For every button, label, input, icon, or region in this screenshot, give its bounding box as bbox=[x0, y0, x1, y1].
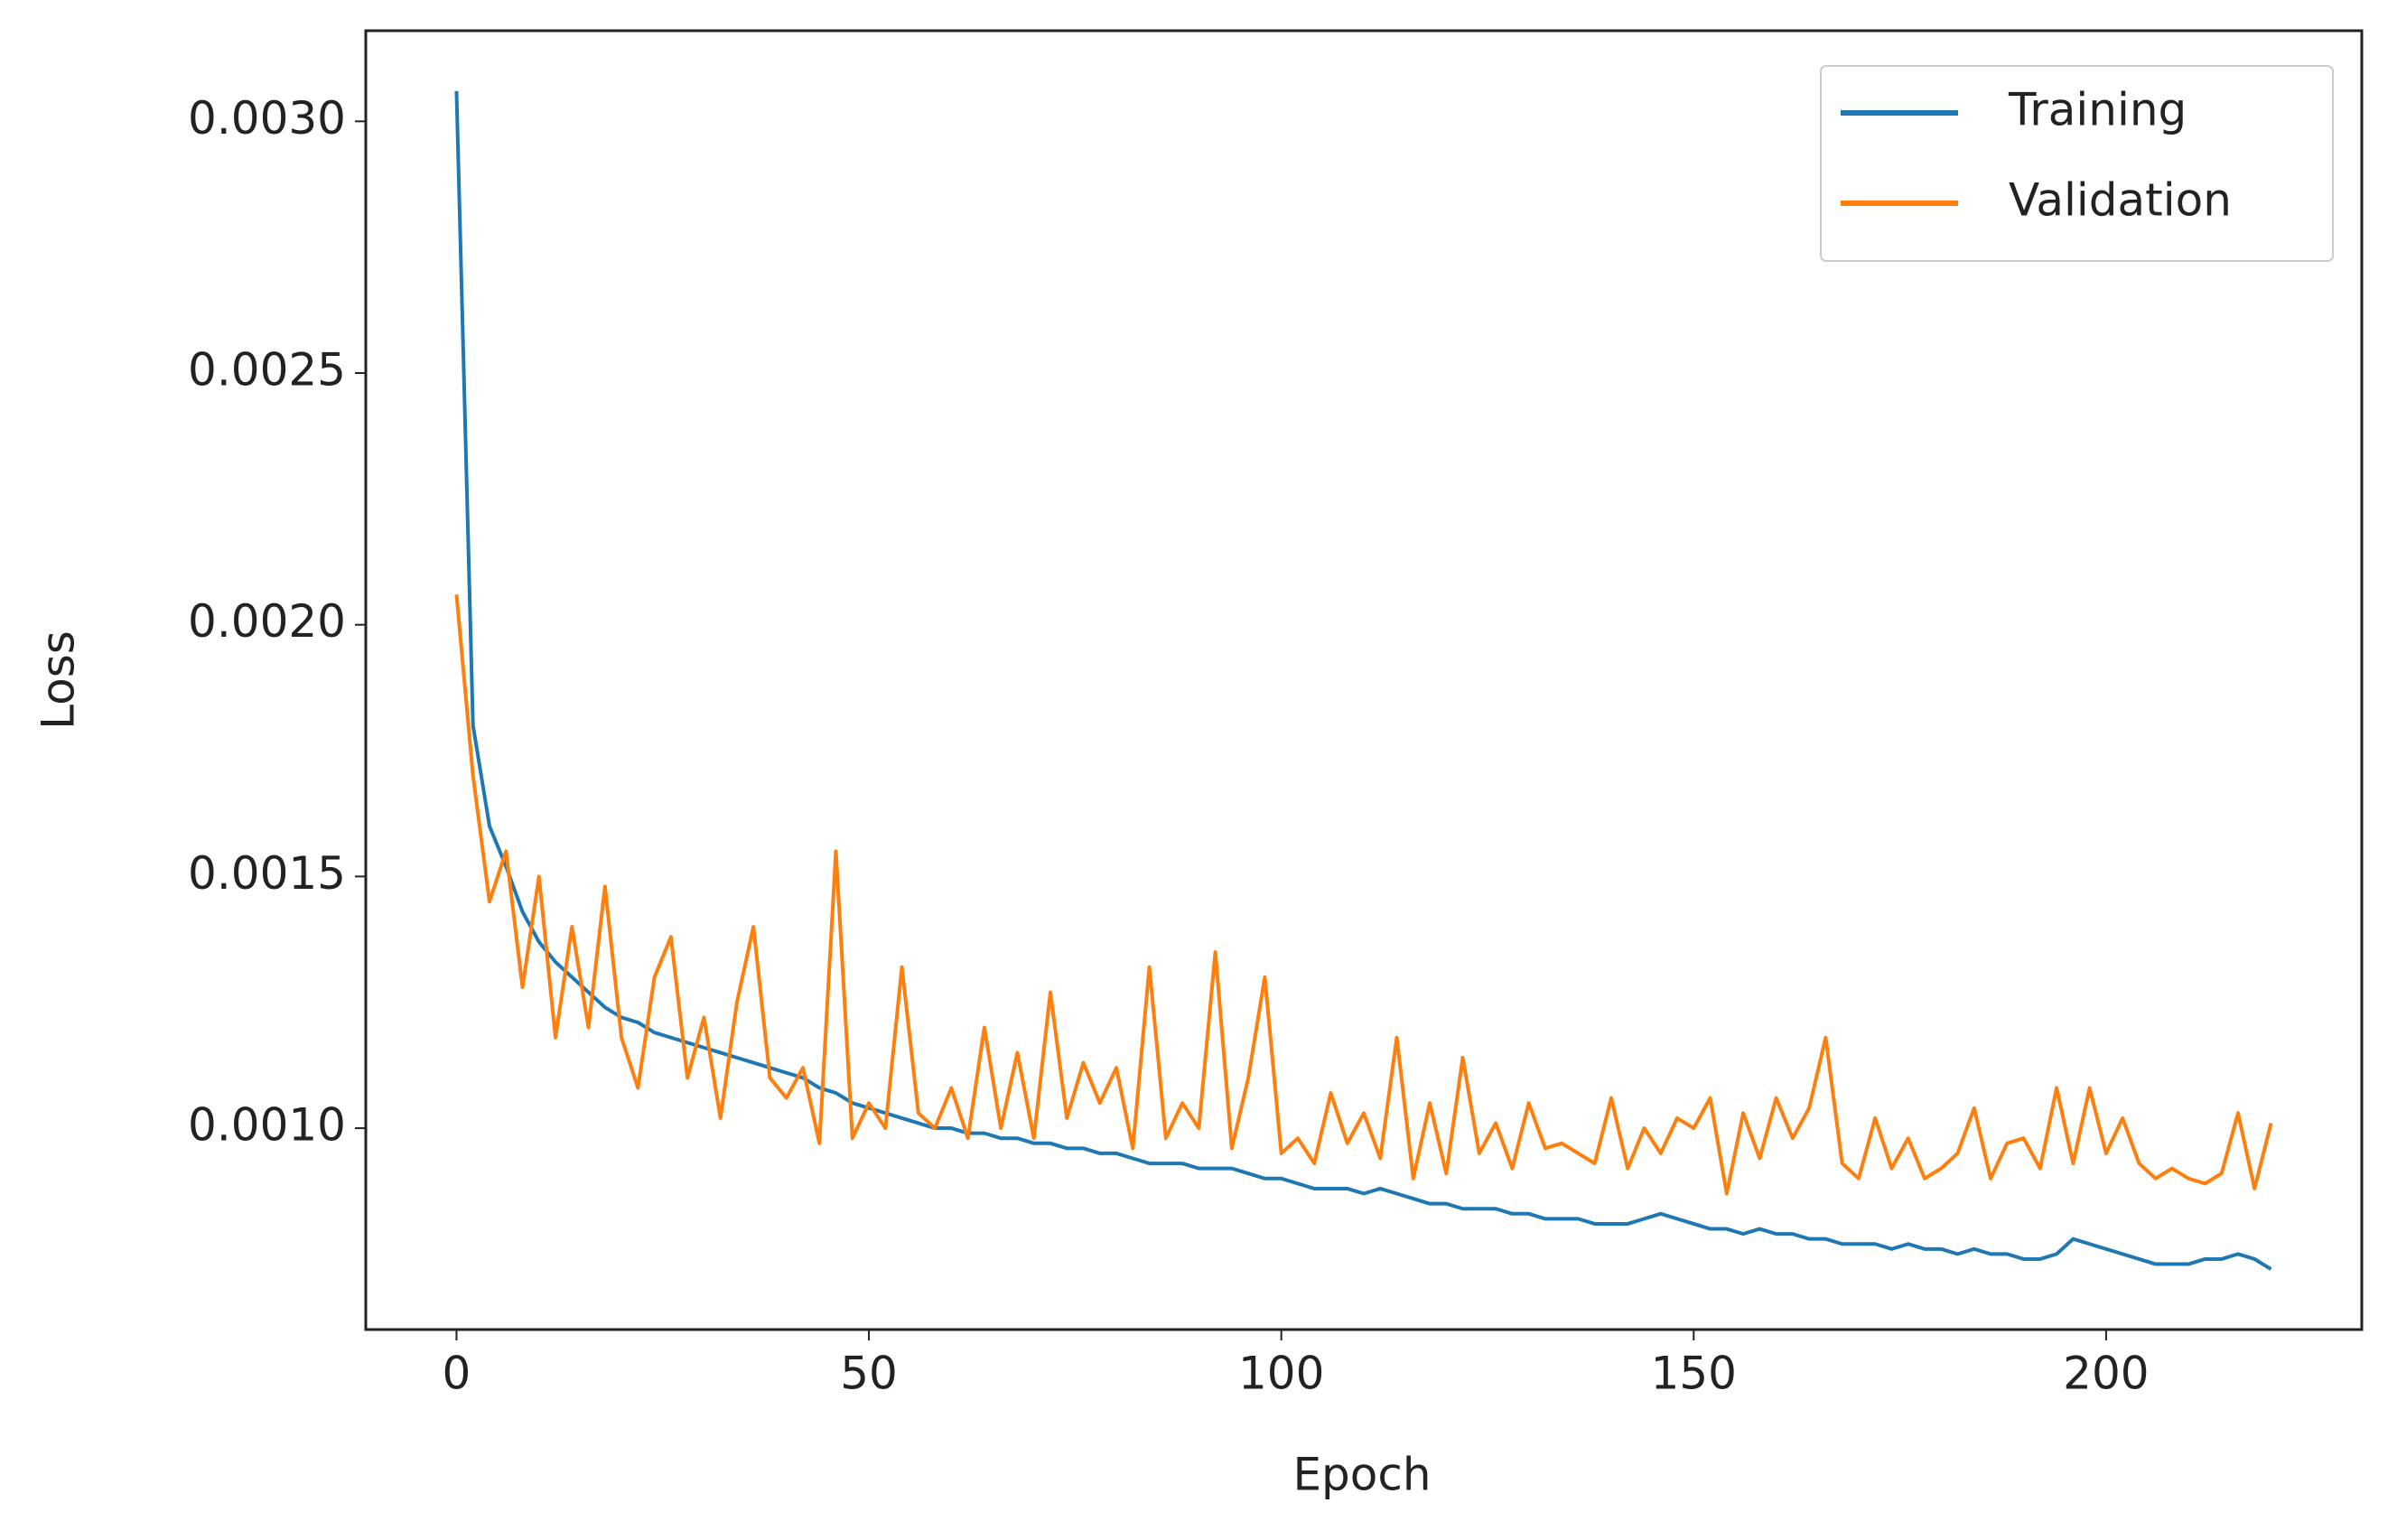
y-tick-label: 0.0030 bbox=[188, 92, 346, 145]
y-tick-label: 0.0015 bbox=[188, 847, 346, 900]
y-tick-label: 0.0025 bbox=[188, 344, 346, 397]
x-tick-label: 0 bbox=[443, 1348, 471, 1400]
series-line bbox=[454, 594, 2273, 1196]
y-tick-label: 0.0020 bbox=[188, 595, 346, 648]
y-tick-label: 0.0010 bbox=[188, 1099, 346, 1152]
series-line bbox=[454, 90, 2272, 1271]
x-tick-label: 200 bbox=[2063, 1348, 2149, 1400]
legend-label: Validation bbox=[2009, 174, 2232, 227]
x-tick-label: 100 bbox=[1238, 1348, 1324, 1400]
y-axis-label: Loss bbox=[33, 630, 85, 730]
x-tick-label: 150 bbox=[1651, 1348, 1737, 1400]
x-axis-label: Epoch bbox=[1292, 1449, 1431, 1501]
x-tick-label: 50 bbox=[840, 1348, 898, 1400]
legend-label: Training bbox=[2008, 84, 2187, 136]
plot-frame bbox=[364, 29, 2364, 1331]
